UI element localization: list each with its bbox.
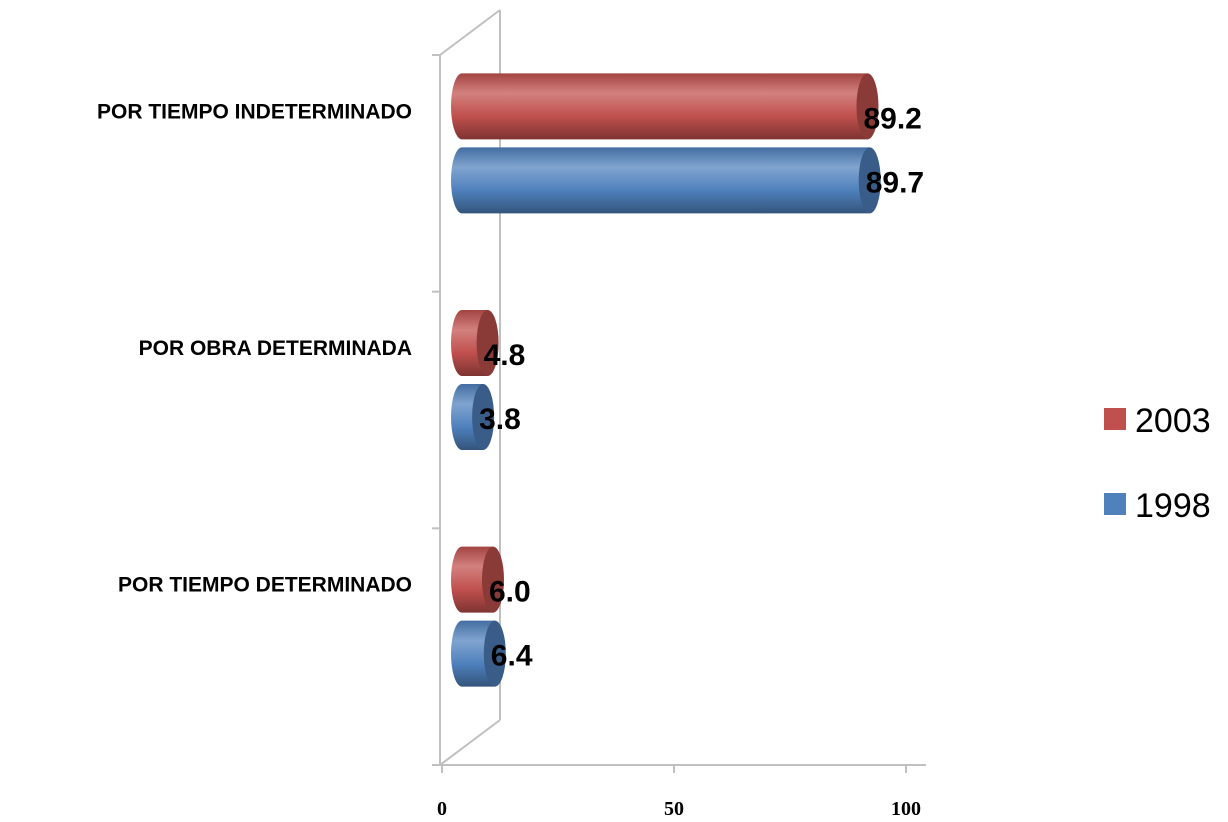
bar-cap bbox=[483, 620, 506, 687]
bar-1998-por-tiempo-determinado bbox=[451, 620, 506, 687]
legend-item-1998: 1998 bbox=[1104, 487, 1211, 525]
data-label-1998-por-obra-determinada: 3.8 bbox=[479, 403, 521, 436]
bar-2003-por-obra-determinada bbox=[451, 310, 499, 376]
labels: 0 50 100 POR TIEMPO INDETERMINADO POR OBRA D… bbox=[97, 100, 924, 820]
bar-cap bbox=[472, 384, 495, 450]
bar-cap bbox=[858, 147, 881, 214]
category-label-por-tiempo-indeterminado: POR TIEMPO INDETERMINADO bbox=[97, 100, 412, 123]
data-label-2003-por-obra-determinada: 4.8 bbox=[484, 339, 526, 372]
bar-1998-por-tiempo-indeterminado bbox=[451, 147, 881, 214]
legend: 2003 1998 bbox=[1104, 402, 1211, 525]
legend-label: 2003 bbox=[1135, 402, 1211, 440]
bars bbox=[451, 73, 881, 687]
legend-swatch bbox=[1104, 408, 1126, 430]
data-label-1998-por-tiempo-determinado: 6.4 bbox=[491, 640, 533, 673]
bar-cap bbox=[856, 73, 879, 140]
bar-1998-por-obra-determinada bbox=[451, 384, 495, 450]
category-label-por-tiempo-determinado: POR TIEMPO DETERMINADO bbox=[118, 574, 412, 597]
data-label-2003-por-tiempo-determinado: 6.0 bbox=[489, 576, 531, 609]
data-label-1998-por-tiempo-indeterminado: 89.7 bbox=[866, 166, 924, 199]
bar-2003-por-tiempo-determinado bbox=[451, 546, 505, 613]
bar-body bbox=[451, 73, 868, 140]
wall-bottom-edge bbox=[439, 719, 501, 766]
category-label-por-obra-determinada: POR OBRA DETERMINADA bbox=[139, 337, 412, 360]
legend-swatch bbox=[1104, 493, 1126, 515]
legend-label: 1998 bbox=[1135, 487, 1211, 525]
bar-body bbox=[451, 546, 494, 613]
x-tick-label: 100 bbox=[891, 798, 921, 820]
legend-item-2003: 2003 bbox=[1104, 402, 1211, 440]
wall-top-edge bbox=[439, 9, 501, 56]
bar-cap bbox=[476, 310, 499, 376]
data-label-2003-por-tiempo-indeterminado: 89.2 bbox=[863, 102, 921, 135]
x-tick-label: 50 bbox=[664, 798, 684, 820]
bar-body bbox=[451, 620, 495, 687]
bar-2003-por-tiempo-indeterminado bbox=[451, 73, 879, 140]
bar-cap bbox=[482, 546, 505, 613]
bar-body bbox=[451, 147, 870, 214]
x-tick-label: 0 bbox=[437, 798, 447, 820]
